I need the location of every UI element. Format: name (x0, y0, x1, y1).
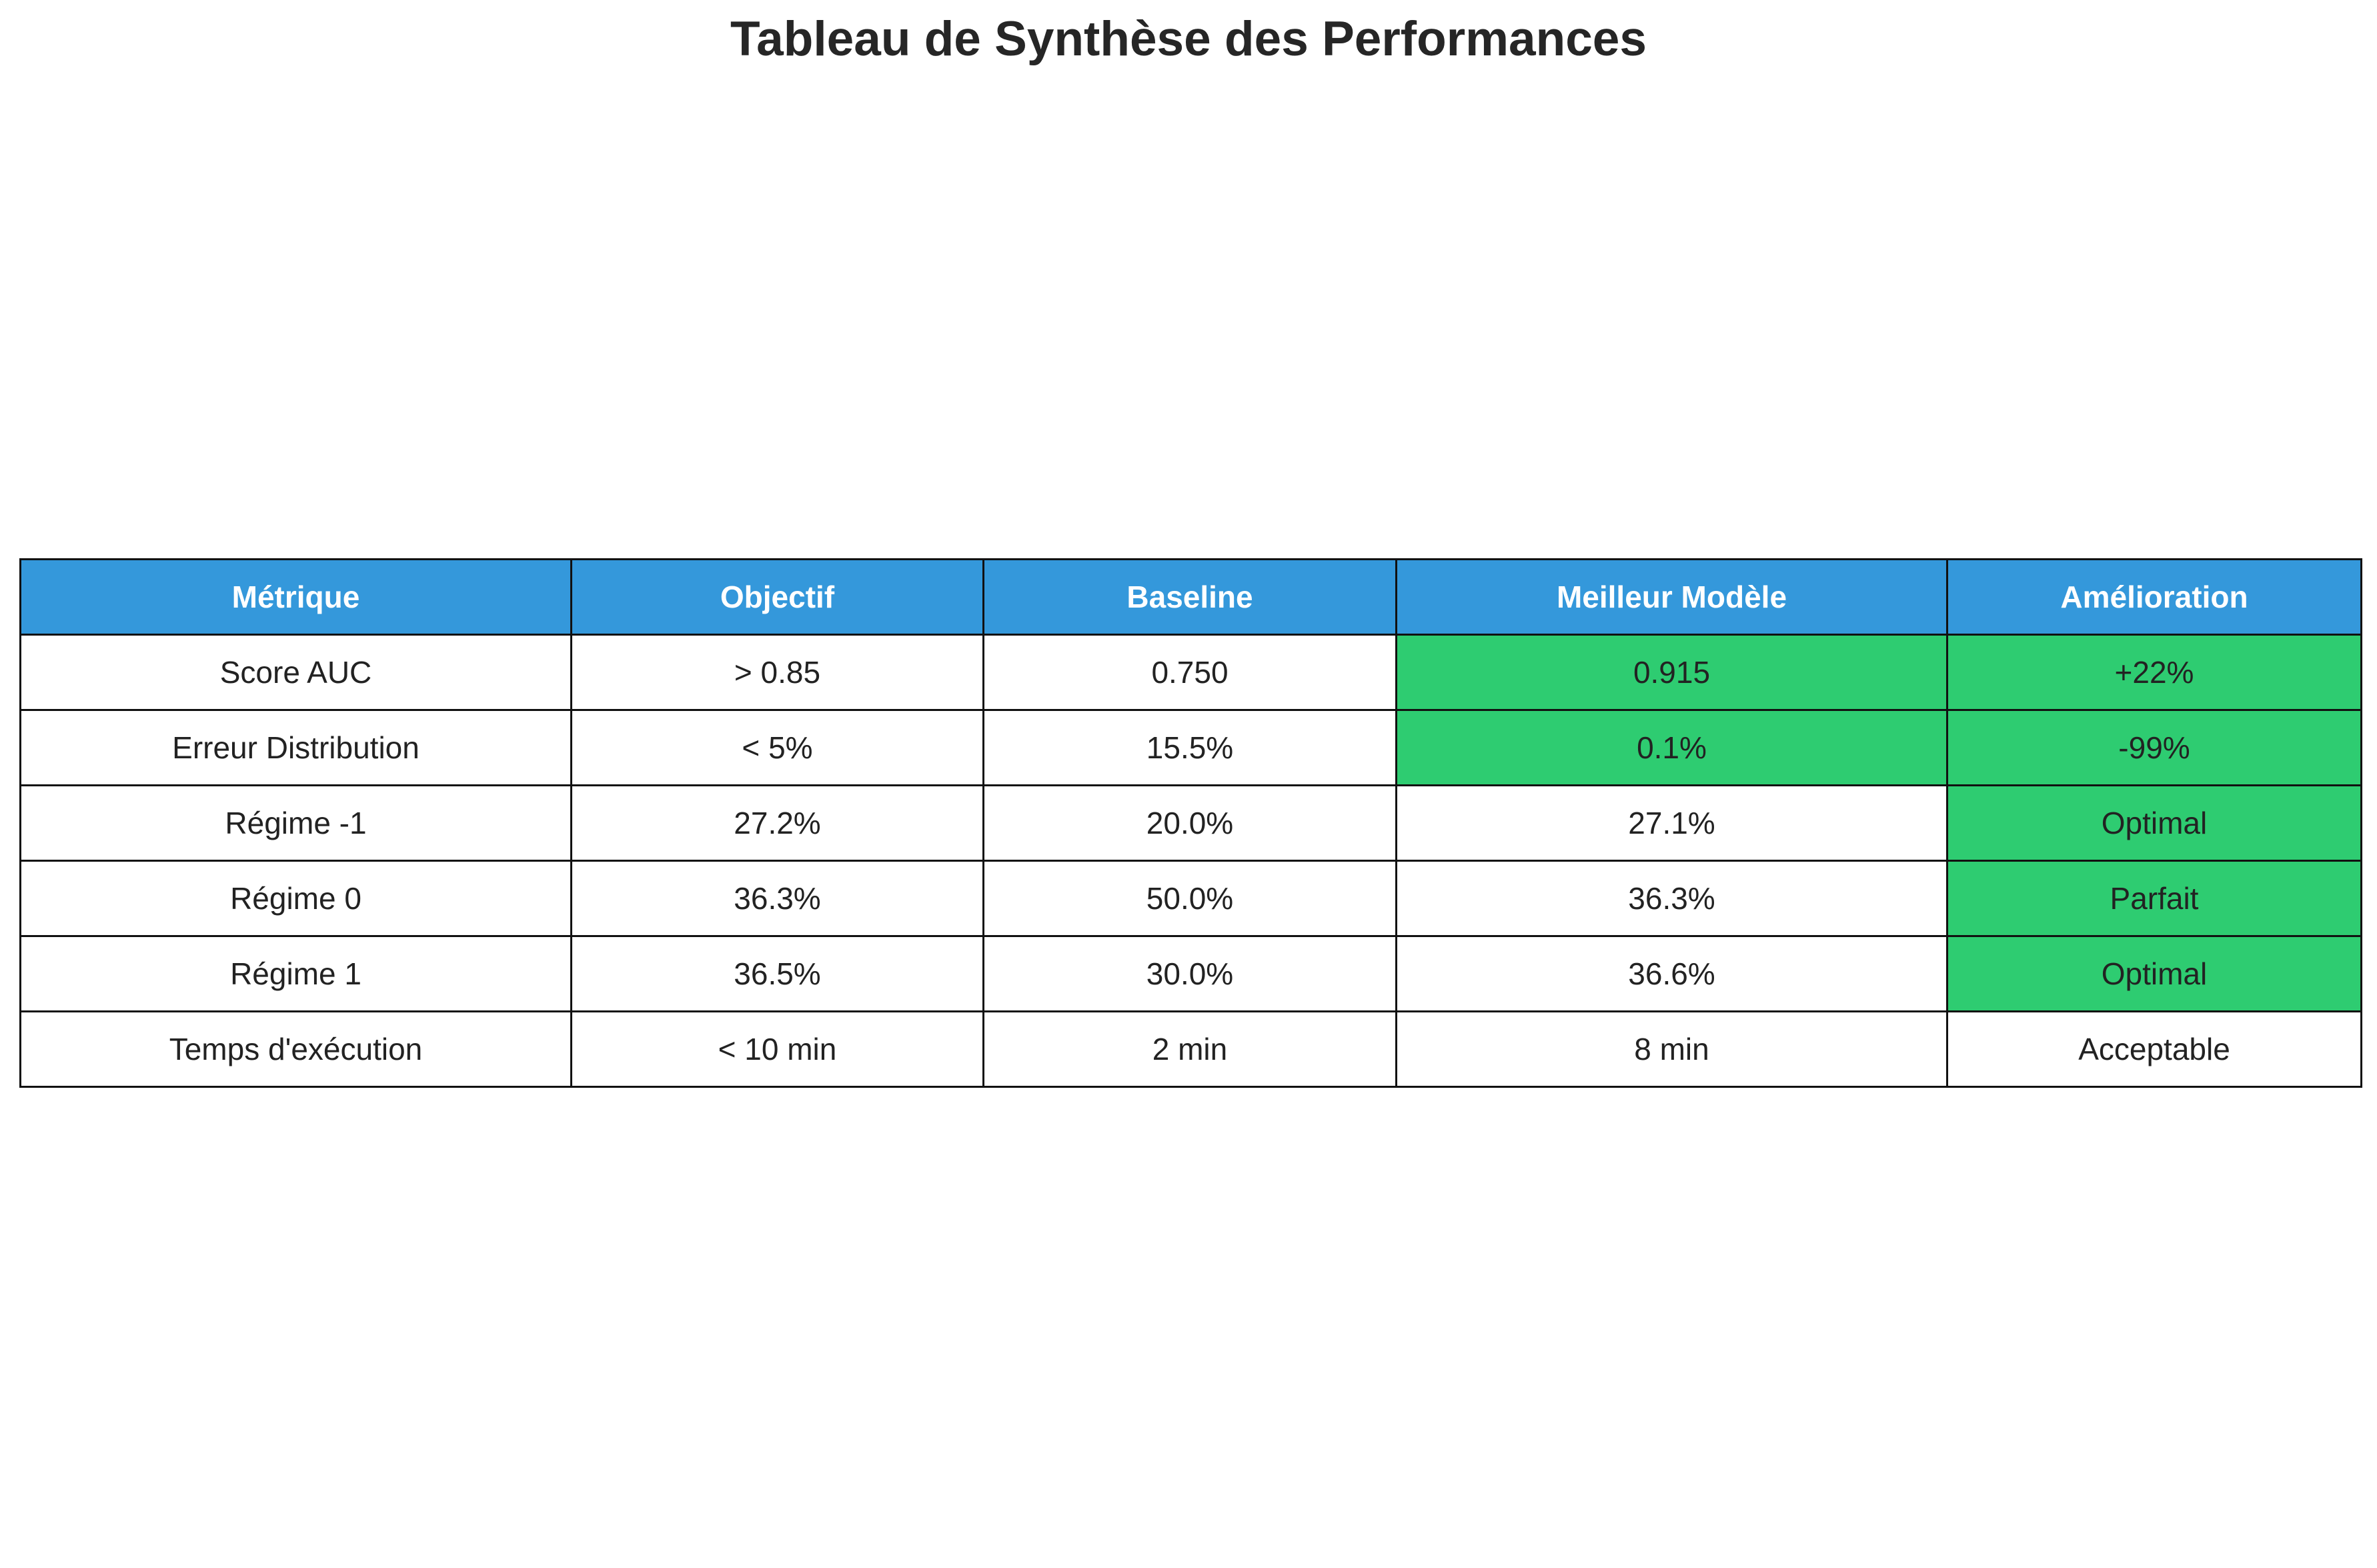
table-cell-improvement: Acceptable (1946, 1010, 2362, 1088)
table-cell-baseline: 15.5% (982, 709, 1397, 786)
table-cell-best-model: 36.6% (1395, 935, 1948, 1012)
column-header-metric: Métrique (19, 558, 572, 636)
column-header-target: Objectif (570, 558, 984, 636)
table-cell-improvement: -99% (1946, 709, 2362, 786)
table-cell-metric: Régime -1 (19, 784, 572, 862)
table-cell-improvement: Optimal (1946, 784, 2362, 862)
table-cell-improvement: Optimal (1946, 935, 2362, 1012)
table-cell-best-model: 0.915 (1395, 634, 1948, 711)
table-cell-metric: Régime 1 (19, 935, 572, 1012)
performance-table: Métrique Objectif Baseline Meilleur Modèle A… (19, 558, 2362, 1088)
table-cell-target: < 10 min (570, 1010, 984, 1088)
table-cell-baseline: 30.0% (982, 935, 1397, 1012)
table-row: Temps d'exécution < 10 min 2 min 8 min Accep… (19, 1010, 2362, 1088)
table-row: Régime -1 27.2% 20.0% 27.1% Optimal (19, 784, 2362, 862)
table-cell-baseline: 2 min (982, 1010, 1397, 1088)
table-cell-best-model: 27.1% (1395, 784, 1948, 862)
table-cell-baseline: 0.750 (982, 634, 1397, 711)
table-row: Score AUC > 0.85 0.750 0.915 +22% (19, 634, 2362, 711)
table-cell-metric: Régime 0 (19, 860, 572, 937)
table-cell-best-model: 0.1% (1395, 709, 1948, 786)
table-header-row: Métrique Objectif Baseline Meilleur Modèle A… (19, 558, 2362, 636)
table-row: Erreur Distribution < 5% 15.5% 0.1% -99% (19, 709, 2362, 786)
table-cell-target: 27.2% (570, 784, 984, 862)
table-cell-target: > 0.85 (570, 634, 984, 711)
table-row: Régime 1 36.5% 30.0% 36.6% Optimal (19, 935, 2362, 1012)
table-cell-metric: Erreur Distribution (19, 709, 572, 786)
chart-title: Tableau de Synthèse des Performances (730, 12, 1647, 66)
table-cell-best-model: 8 min (1395, 1010, 1948, 1088)
table-body: Score AUC > 0.85 0.750 0.915 +22% Erreur Dist… (19, 634, 2362, 1088)
table-cell-metric: Score AUC (19, 634, 572, 711)
table-row: Régime 0 36.3% 50.0% 36.3% Parfait (19, 860, 2362, 937)
table-cell-target: 36.3% (570, 860, 984, 937)
column-header-improvement: Amélioration (1946, 558, 2362, 636)
table-cell-baseline: 50.0% (982, 860, 1397, 937)
table-cell-target: 36.5% (570, 935, 984, 1012)
table-cell-best-model: 36.3% (1395, 860, 1948, 937)
table-cell-improvement: Parfait (1946, 860, 2362, 937)
table-cell-metric: Temps d'exécution (19, 1010, 572, 1088)
column-header-best-model: Meilleur Modèle (1395, 558, 1948, 636)
table-cell-improvement: +22% (1946, 634, 2362, 711)
table-cell-target: < 5% (570, 709, 984, 786)
column-header-baseline: Baseline (982, 558, 1397, 636)
table-cell-baseline: 20.0% (982, 784, 1397, 862)
